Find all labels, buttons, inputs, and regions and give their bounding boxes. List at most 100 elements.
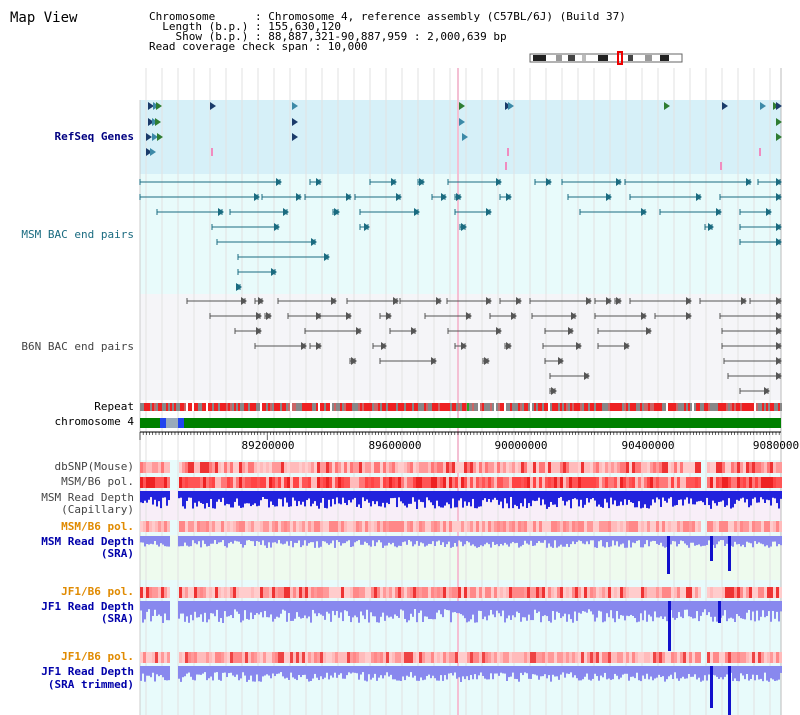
read-depth-bar: [384, 666, 386, 676]
repeat-mark: [522, 403, 524, 411]
polymorphism-mark: [308, 477, 311, 488]
read-depth-bar: [548, 491, 550, 507]
refseq-gene-mark: [720, 162, 722, 170]
read-depth-bar: [446, 601, 448, 611]
track-label-jf1-depth-sra[interactable]: JF1 Read Depth: [41, 600, 134, 613]
polymorphism-mark: [290, 587, 293, 598]
read-depth-bar: [210, 491, 212, 499]
polymorphism-mark: [407, 652, 410, 663]
track-label-jf1-b6-pol-2[interactable]: JF1/B6 pol.: [61, 650, 134, 663]
polymorphism-mark: [401, 587, 404, 598]
polymorphism-mark: [386, 587, 389, 598]
polymorphism-mark: [362, 652, 365, 663]
bac-end-mark: [419, 178, 425, 186]
polymorphism-mark: [533, 652, 536, 663]
track-label-jf1-b6-pol-1[interactable]: JF1/B6 pol.: [61, 585, 134, 598]
bac-end-mark: [606, 193, 612, 201]
track-label-chromosome[interactable]: chromosome 4: [54, 415, 134, 428]
polymorphism-mark: [350, 477, 353, 488]
track-label-msm-bac[interactable]: MSM BAC end pairs: [21, 228, 134, 241]
polymorphism-mark: [593, 587, 596, 598]
polymorphism-mark: [185, 587, 188, 598]
track-label-jf1-depth-trimmed[interactable]: JF1 Read Depth: [41, 665, 134, 678]
polymorphism-mark: [395, 587, 398, 598]
read-depth-bar: [740, 666, 742, 674]
read-depth-bar: [390, 601, 392, 617]
read-depth-bar: [748, 601, 750, 611]
read-depth-bar: [678, 666, 680, 681]
polymorphism-mark: [428, 477, 431, 488]
read-depth-bar: [728, 536, 731, 571]
polymorphism-mark: [530, 477, 533, 488]
read-depth-bar: [698, 536, 700, 545]
read-depth-bar: [502, 491, 504, 509]
repeat-mark: [732, 403, 734, 411]
polymorphism-mark: [416, 521, 419, 532]
read-depth-bar: [774, 491, 776, 499]
read-depth-bar: [518, 536, 520, 548]
read-depth-bar: [186, 491, 188, 501]
track-label-refseq[interactable]: RefSeq Genes: [54, 130, 134, 143]
read-depth-bar: [780, 666, 782, 673]
read-depth-bar: [544, 601, 546, 616]
polymorphism-mark: [479, 652, 482, 663]
repeat-mark: [628, 403, 630, 411]
read-depth-bar: [540, 491, 542, 506]
read-depth-bar: [608, 601, 610, 618]
polymorphism-mark: [395, 477, 398, 488]
polymorphism-mark: [410, 652, 413, 663]
repeat-mark: [576, 403, 578, 411]
read-depth-bar: [424, 491, 426, 508]
polymorphism-mark: [668, 587, 671, 598]
track-label-dbsnp[interactable]: dbSNP(Mouse): [54, 460, 134, 473]
read-depth-bar: [412, 536, 414, 547]
polymorphism-mark: [491, 462, 494, 473]
polymorphism-mark: [308, 652, 311, 663]
polymorphism-mark: [596, 652, 599, 663]
polymorphism-mark: [500, 462, 503, 473]
read-depth-bar: [504, 536, 506, 543]
read-depth-bar: [284, 666, 286, 679]
track-label-b6n-bac[interactable]: B6N BAC end pairs: [21, 340, 134, 353]
repeat-mark: [278, 403, 280, 411]
read-depth-bar: [440, 666, 442, 676]
polymorphism-mark: [749, 477, 752, 488]
read-depth-bar: [442, 491, 444, 508]
polymorphism-mark: [287, 521, 290, 532]
track-label-repeat[interactable]: Repeat: [94, 400, 134, 413]
polymorphism-mark: [311, 462, 314, 473]
polymorphism-mark: [233, 652, 236, 663]
read-depth-bar: [610, 491, 612, 498]
read-depth-bar: [224, 536, 226, 547]
polymorphism-mark: [617, 587, 620, 598]
polymorphism-mark: [341, 521, 344, 532]
read-depth-bar: [474, 536, 476, 547]
polymorphism-mark: [470, 521, 473, 532]
polymorphism-mark: [632, 521, 635, 532]
read-depth-bar: [312, 601, 314, 610]
track-label-msm-b6-pol-1[interactable]: MSM/B6 pol.: [61, 475, 134, 488]
track-label-msm-depth-sra[interactable]: MSM Read Depth: [41, 535, 134, 548]
read-depth-bar: [466, 491, 468, 506]
polymorphism-mark: [299, 587, 302, 598]
polymorphism-mark: [404, 652, 407, 663]
read-depth-bar: [664, 601, 666, 617]
polymorphism-mark: [338, 587, 341, 598]
read-depth-bar: [252, 491, 254, 505]
read-depth-bar: [660, 536, 662, 543]
read-depth-bar: [448, 491, 450, 505]
read-depth-bar: [248, 601, 250, 620]
track-label-msm-depth-capillary[interactable]: MSM Read Depth: [41, 491, 134, 504]
repeat-mark: [312, 403, 314, 411]
read-depth-bar: [592, 666, 594, 679]
read-depth-bar: [410, 536, 412, 542]
polymorphism-mark: [242, 652, 245, 663]
polymorphism-mark: [527, 521, 530, 532]
polymorphism-mark: [452, 462, 455, 473]
repeat-mark: [660, 403, 662, 411]
read-depth-bar: [346, 491, 348, 506]
read-depth-bar: [554, 601, 556, 620]
track-label-msm-b6-pol-2[interactable]: MSM/B6 pol.: [61, 520, 134, 533]
repeat-mark: [722, 403, 724, 411]
polymorphism-mark: [611, 587, 614, 598]
